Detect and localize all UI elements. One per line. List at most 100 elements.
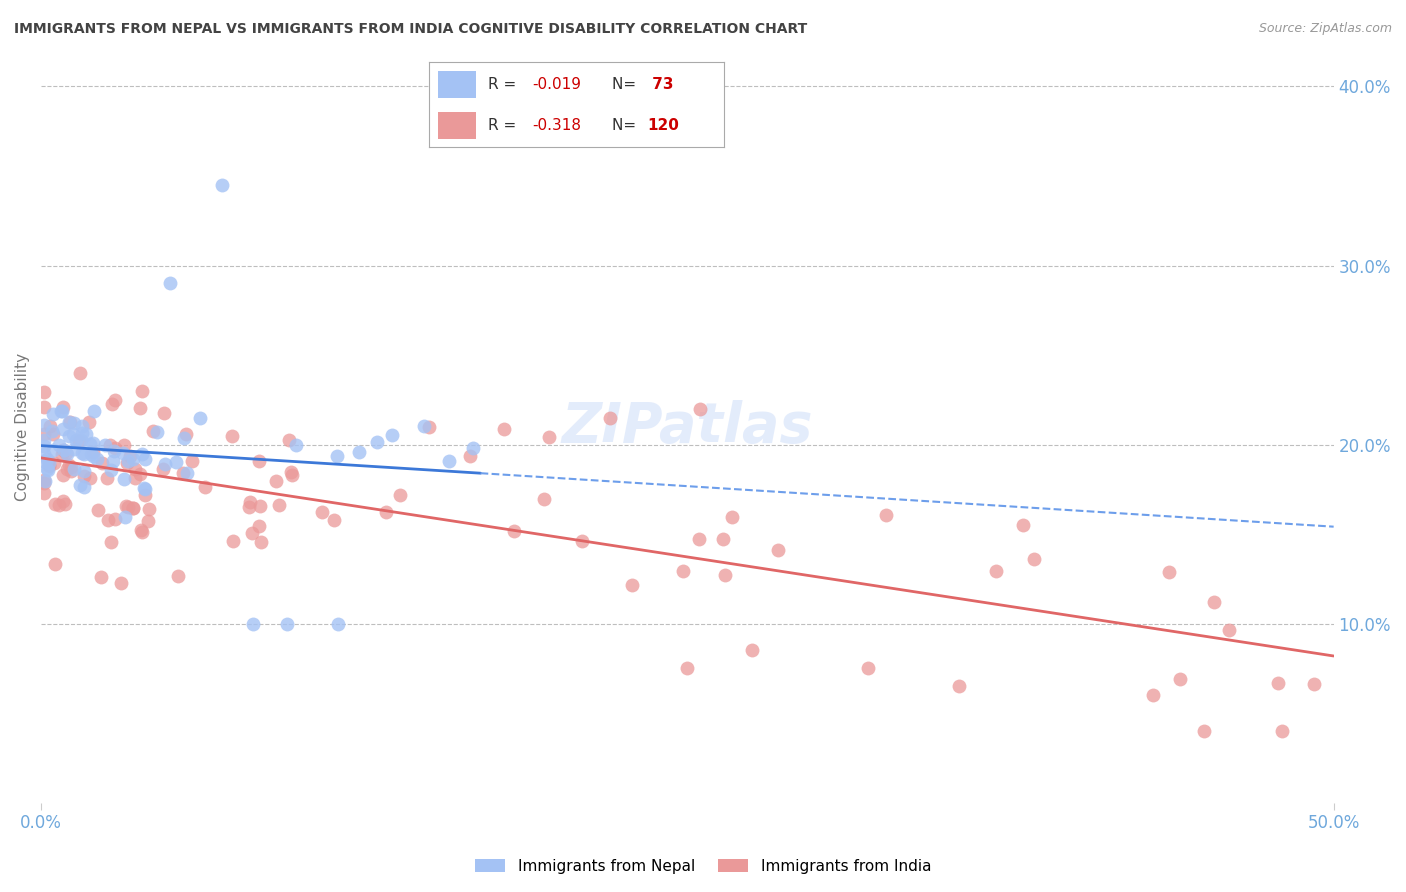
Point [100, 463, 122, 477]
Point [52, 467, 75, 482]
Point [458, 449, 481, 463]
Bar [437, 71, 477, 98]
Point [38, 456, 60, 470]
Text: 73: 73 [647, 77, 673, 92]
Point [538, 430, 561, 444]
Point [159, 277, 181, 291]
Point [73, 465, 96, 479]
Point [672, 564, 695, 578]
Point [70, 426, 93, 441]
Point [42, 407, 65, 421]
Point [32, 486, 55, 500]
Point [80, 447, 103, 461]
Point [238, 495, 260, 509]
Point [69, 477, 91, 491]
Point [948, 679, 970, 693]
Point [349, 445, 371, 459]
Point [142, 424, 165, 438]
Point [249, 500, 271, 514]
Point [59, 464, 82, 478]
Text: 120: 120 [647, 118, 679, 133]
Point [720, 510, 742, 524]
Point [82, 444, 104, 458]
Point [79, 437, 101, 451]
Point [1218, 624, 1240, 638]
Point [58, 415, 80, 429]
Point [181, 454, 204, 468]
Point [437, 454, 460, 468]
Point [32, 454, 55, 468]
Point [56, 447, 79, 461]
Point [59, 459, 82, 474]
Point [211, 178, 233, 192]
Point [366, 434, 388, 449]
Point [276, 616, 298, 631]
Point [267, 499, 290, 513]
Point [418, 419, 440, 434]
Point [110, 575, 132, 590]
Point [42, 442, 65, 457]
Point [67, 434, 90, 449]
Point [53, 497, 76, 511]
Point [48, 498, 70, 512]
Point [122, 451, 145, 466]
Point [32, 439, 55, 453]
Text: N=: N= [612, 77, 641, 92]
Point [73, 480, 96, 494]
Point [83, 404, 105, 418]
Point [1022, 552, 1045, 566]
Point [32, 401, 55, 415]
Point [75, 426, 97, 441]
Point [280, 467, 302, 482]
Text: -0.318: -0.318 [533, 118, 581, 133]
Point [131, 524, 153, 539]
Legend: Immigrants from Nepal, Immigrants from India: Immigrants from Nepal, Immigrants from I… [468, 853, 938, 880]
Point [153, 458, 176, 472]
Point [188, 410, 211, 425]
Point [124, 462, 146, 476]
Point [32, 426, 55, 441]
Point [875, 508, 897, 522]
Point [741, 643, 763, 657]
Point [1159, 566, 1181, 580]
Point [103, 441, 125, 455]
Point [766, 542, 789, 557]
Point [104, 512, 127, 526]
Point [97, 513, 120, 527]
Point [173, 466, 195, 480]
Point [82, 449, 104, 463]
Point [37, 463, 59, 477]
Point [1267, 675, 1289, 690]
Point [247, 519, 270, 533]
Text: R =: R = [488, 77, 522, 92]
Point [374, 505, 396, 519]
Point [326, 449, 349, 463]
Point [221, 429, 243, 443]
Point [44, 557, 66, 571]
Point [70, 418, 93, 433]
Text: ZIPatlas: ZIPatlas [561, 400, 813, 454]
Point [86, 452, 108, 467]
Point [599, 410, 621, 425]
Point [1194, 723, 1216, 738]
Text: N=: N= [612, 118, 641, 133]
Point [117, 453, 139, 467]
Point [34, 384, 56, 399]
Point [688, 532, 710, 546]
Point [152, 462, 174, 476]
Point [146, 425, 169, 440]
Point [38, 459, 60, 474]
Point [56, 462, 79, 476]
Point [492, 422, 515, 436]
Point [112, 446, 135, 460]
Point [412, 418, 434, 433]
Point [94, 438, 117, 452]
Point [49, 404, 72, 418]
Point [122, 501, 145, 516]
Point [32, 433, 55, 447]
Point [713, 533, 735, 547]
Point [73, 468, 96, 483]
Point [533, 491, 555, 506]
Point [62, 427, 84, 442]
Point [101, 397, 124, 411]
